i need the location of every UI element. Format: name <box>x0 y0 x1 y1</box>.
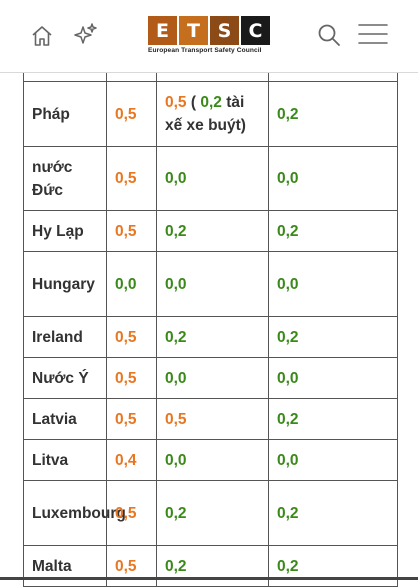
table-row-partial <box>23 72 398 82</box>
country-cell: Luxembourg <box>23 480 126 546</box>
table-cell <box>268 72 398 82</box>
value-cell: 0,0 <box>156 146 269 211</box>
value-cell: 0,2 <box>156 210 269 252</box>
logo-letter: S <box>210 16 239 45</box>
country-cell: Hungary <box>23 251 107 317</box>
table-row: Hy Lạp 0,5 0,2 0,2 <box>23 210 398 252</box>
logo-letter: E <box>148 16 177 45</box>
table-row: Luxembourg 0,5 0,2 0,2 <box>23 480 398 546</box>
value-note: tài xế xe buýt) <box>165 94 246 134</box>
value-cell: 0,2 <box>268 210 398 252</box>
logo-letters: E T S C <box>148 16 271 45</box>
value-cell: 0,5 <box>106 545 157 587</box>
country-cell: Latvia <box>23 398 107 440</box>
value-cell: 0,2 <box>156 316 269 358</box>
value-cell: 0,2 <box>156 480 269 546</box>
table-row: Nước Ý 0,5 0,0 0,0 <box>23 357 398 399</box>
value-text: 0,2 <box>200 94 222 111</box>
value-cell: 0,0 <box>106 251 157 317</box>
value-cell: 0,5 ( 0,2 tài xế xe buýt) <box>156 81 269 147</box>
table-row: nước Đức 0,5 0,0 0,0 <box>23 146 398 211</box>
value-cell: 0,5 <box>156 398 269 440</box>
table-row: Litva 0,4 0,0 0,0 <box>23 439 398 481</box>
sparkle-icon[interactable] <box>72 22 98 48</box>
menu-icon[interactable] <box>357 22 389 46</box>
value-cell: 0,0 <box>268 439 398 481</box>
value-cell: 0,0 <box>268 357 398 399</box>
value-cell: 0,4 <box>106 439 157 481</box>
table-row: Latvia 0,5 0,5 0,2 <box>23 398 398 440</box>
value-cell: 0,2 <box>268 398 398 440</box>
value-cell: 0,0 <box>268 251 398 317</box>
country-cell: Litva <box>23 439 107 481</box>
value-cell: 0,5 <box>106 357 157 399</box>
value-cell: 0,0 <box>156 439 269 481</box>
table-row: Pháp 0,5 0,5 ( 0,2 tài xế xe buýt) 0,2 <box>23 81 398 147</box>
value-cell: 0,2 <box>268 81 398 147</box>
value-cell: 0,2 <box>268 545 398 587</box>
etsc-logo[interactable]: E T S C European Transport Safety Counci… <box>148 16 271 58</box>
home-icon[interactable] <box>30 24 54 48</box>
site-header: E T S C European Transport Safety Counci… <box>0 0 418 73</box>
logo-letter: T <box>179 16 208 45</box>
country-cell: nước Đức <box>23 146 107 211</box>
value-cell: 0,2 <box>156 545 269 587</box>
value-cell: 0,0 <box>268 146 398 211</box>
country-cell: Nước Ý <box>23 357 107 399</box>
value-text: 0,5 <box>165 94 187 111</box>
country-cell: Hy Lạp <box>23 210 107 252</box>
logo-letter: C <box>241 16 270 45</box>
value-cell: 0,5 <box>106 398 157 440</box>
value-cell: 0,5 <box>106 316 157 358</box>
table-cell <box>106 72 157 82</box>
country-cell: Malta <box>23 545 107 587</box>
value-cell: 0,5 <box>106 81 157 147</box>
value-cell: 0,5 <box>106 210 157 252</box>
table-cell <box>23 72 107 82</box>
table-row: Malta 0,5 0,2 0,2 <box>23 545 398 587</box>
bac-limits-table: Pháp 0,5 0,5 ( 0,2 tài xế xe buýt) 0,2 n… <box>23 72 398 587</box>
table-row: Hungary 0,0 0,0 0,0 <box>23 251 398 317</box>
value-cell: 0,5 <box>106 146 157 211</box>
country-cell: Pháp <box>23 81 107 147</box>
search-icon[interactable] <box>316 22 342 48</box>
value-cell: 0,2 <box>268 480 398 546</box>
value-cell: 0,0 <box>156 357 269 399</box>
value-cell: 0,0 <box>156 251 269 317</box>
value-cell: 0,2 <box>268 316 398 358</box>
value-text: ( <box>186 94 201 111</box>
table-row: Ireland 0,5 0,2 0,2 <box>23 316 398 358</box>
country-cell: Ireland <box>23 316 107 358</box>
bottom-bar <box>0 577 418 580</box>
table-cell <box>156 72 269 82</box>
logo-subtitle: European Transport Safety Council <box>148 47 262 54</box>
